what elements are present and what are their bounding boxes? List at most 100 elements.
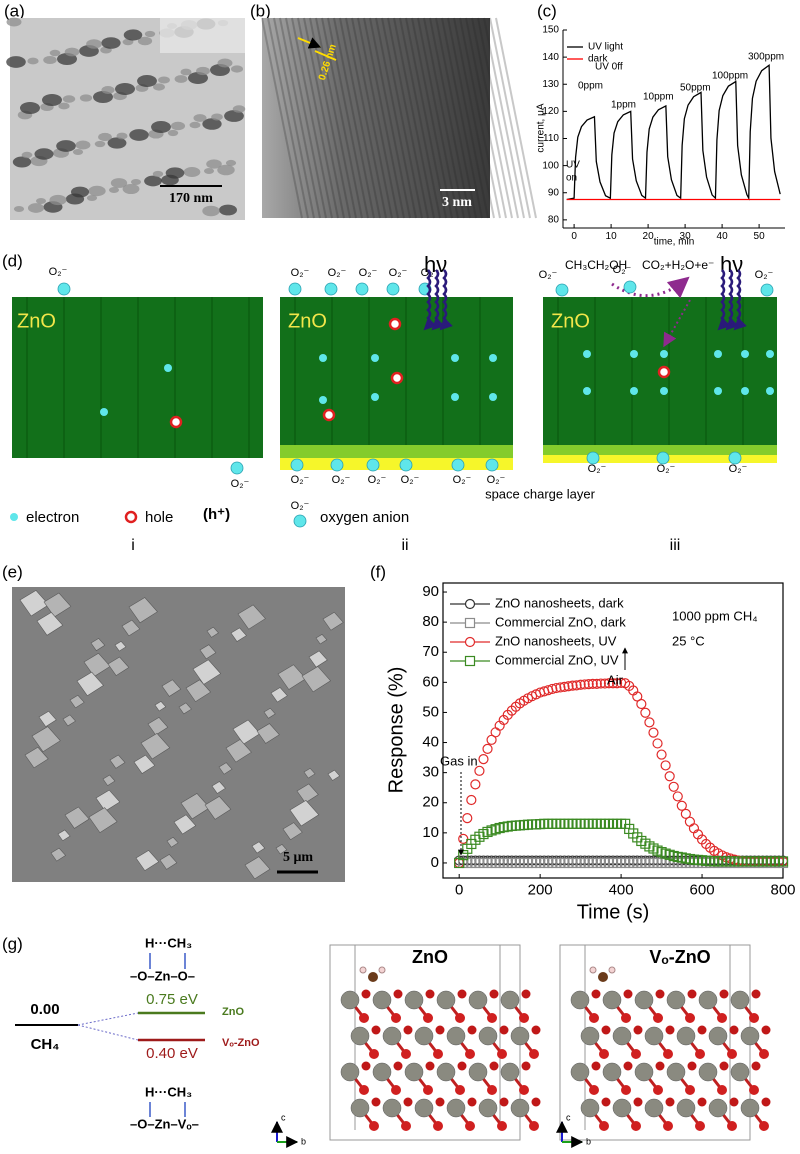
o-atom	[467, 1097, 477, 1107]
o-atom	[529, 1121, 539, 1131]
o-atom	[433, 1049, 443, 1059]
annotation: 1ppm	[611, 100, 636, 111]
particle	[49, 49, 61, 57]
zn-atom	[404, 1062, 424, 1082]
y-tick-label: 40	[422, 734, 439, 751]
annotation: Air	[607, 672, 624, 687]
zn-atom	[580, 1098, 600, 1118]
annotation: 25 °C	[672, 633, 705, 648]
fringe	[441, 17, 483, 219]
data-point	[684, 816, 696, 827]
flake	[192, 659, 222, 685]
particle	[6, 56, 26, 68]
mechanism-diagram: ZnO ZnO ZnO hν hν CH₃CH₂OH CO₂+H₂O+e⁻ sp…	[10, 252, 777, 554]
y-tick-label: 80	[422, 613, 439, 630]
panel-label: (g)	[2, 934, 23, 953]
o-atom	[591, 1061, 601, 1071]
particle	[13, 205, 25, 213]
particle	[202, 205, 220, 217]
energy-label: 0.40 eV	[146, 1045, 198, 1062]
o-atom	[403, 1025, 413, 1035]
stage-label: iii	[670, 537, 681, 554]
o-atom	[695, 1049, 705, 1059]
particle	[203, 167, 215, 175]
o-atom	[519, 1013, 529, 1023]
flake	[303, 767, 316, 779]
o-atom	[465, 1049, 475, 1059]
o-atom	[401, 1121, 411, 1131]
hole	[388, 317, 402, 331]
o-atom	[425, 1061, 435, 1071]
flake	[107, 656, 130, 676]
connector	[77, 1024, 139, 1041]
flake	[159, 853, 178, 870]
fringe	[393, 17, 435, 219]
annotation: 10ppm	[643, 92, 674, 103]
data-line	[566, 64, 781, 201]
level-label: ZnO	[222, 1006, 244, 1018]
particle	[43, 55, 57, 65]
o-atom	[697, 1097, 707, 1107]
reference-label: CH₄	[31, 1036, 60, 1053]
data-point	[482, 743, 493, 754]
electron	[319, 354, 327, 362]
fringe	[375, 17, 417, 219]
o-atom	[663, 1049, 673, 1059]
particle	[27, 203, 45, 213]
annotation: UV 0ff	[595, 62, 623, 73]
o-atom	[521, 989, 531, 999]
particle	[151, 121, 171, 133]
oxygen-anion-label: O₂⁻	[291, 500, 310, 512]
o-atom	[435, 1025, 445, 1035]
c-atom	[598, 972, 608, 982]
flake	[225, 739, 252, 763]
particle	[34, 148, 54, 160]
flake	[109, 754, 126, 769]
o-atom	[687, 1061, 697, 1071]
oxygen-anion	[656, 451, 670, 465]
electron	[583, 387, 591, 395]
legend-marker	[464, 617, 476, 629]
oxygen-anion-label: O₂⁻	[291, 267, 310, 279]
particle	[183, 167, 201, 177]
o-atom	[489, 989, 499, 999]
particle	[86, 194, 98, 202]
oxygen-anion	[485, 458, 499, 472]
o-atom	[759, 1121, 769, 1131]
oxygen-anion-label: O₂⁻	[588, 463, 607, 475]
o-atom	[623, 989, 633, 999]
particle	[170, 121, 186, 131]
electron	[451, 393, 459, 401]
flake	[140, 733, 171, 760]
data-point	[672, 791, 683, 802]
flake	[24, 746, 49, 769]
o-atom	[393, 1061, 403, 1071]
x-tick-label: 10	[606, 231, 618, 242]
oxygen-anion-label: O₂⁻	[487, 474, 506, 486]
o-atom	[749, 1085, 759, 1095]
electron	[371, 393, 379, 401]
material-label: ZnO	[17, 310, 56, 332]
oxygen-anion-label: O₂⁻	[291, 474, 310, 486]
particle	[49, 194, 67, 206]
zn-atom	[580, 1026, 600, 1046]
adsorbate: H···CH₃	[145, 1084, 192, 1099]
o-atom	[529, 1049, 539, 1059]
flake	[62, 714, 76, 727]
data-point	[559, 681, 570, 692]
particle	[230, 65, 244, 73]
fringe	[411, 17, 453, 219]
x-axis-label: Time (s)	[577, 901, 650, 923]
o-atom	[717, 1013, 727, 1023]
axis-letter: c	[566, 1112, 571, 1122]
electron	[489, 354, 497, 362]
zn-atom	[612, 1098, 632, 1118]
oxygen-anion-label: O₂⁻	[729, 463, 748, 475]
legend-label: ZnO nanosheets, UV	[495, 633, 617, 648]
o-atom	[761, 1097, 771, 1107]
flake	[251, 841, 266, 854]
x-tick-label: 30	[680, 231, 692, 242]
oxygen-anion-label: O₂⁻	[453, 474, 472, 486]
zn-atom	[708, 1098, 728, 1118]
